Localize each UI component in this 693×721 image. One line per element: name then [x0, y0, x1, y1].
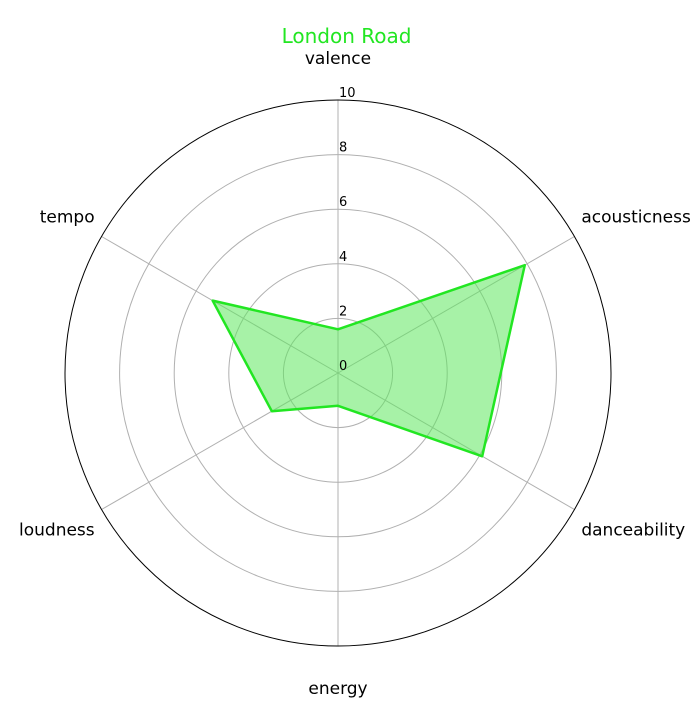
series-area	[212, 265, 525, 457]
series-line	[211, 263, 527, 458]
chart-title: London Road	[281, 24, 412, 48]
axis-label-acousticness: acousticness	[581, 208, 691, 228]
axis-label-loudness: loudness	[19, 521, 95, 541]
outer-circle	[64, 99, 612, 647]
r-tick-8: 8	[339, 141, 347, 156]
r-tick-2: 2	[339, 304, 347, 319]
r-tick-4: 4	[339, 250, 347, 265]
r-tick-0: 0	[339, 359, 347, 374]
axis-label-energy: energy	[308, 679, 367, 699]
r-tick-6: 6	[339, 195, 347, 210]
axis-label-valence: valence	[305, 49, 371, 69]
r-tick-10: 10	[339, 86, 356, 101]
axis-label-danceability: danceability	[581, 521, 685, 541]
axis-label-tempo: tempo	[40, 208, 95, 228]
